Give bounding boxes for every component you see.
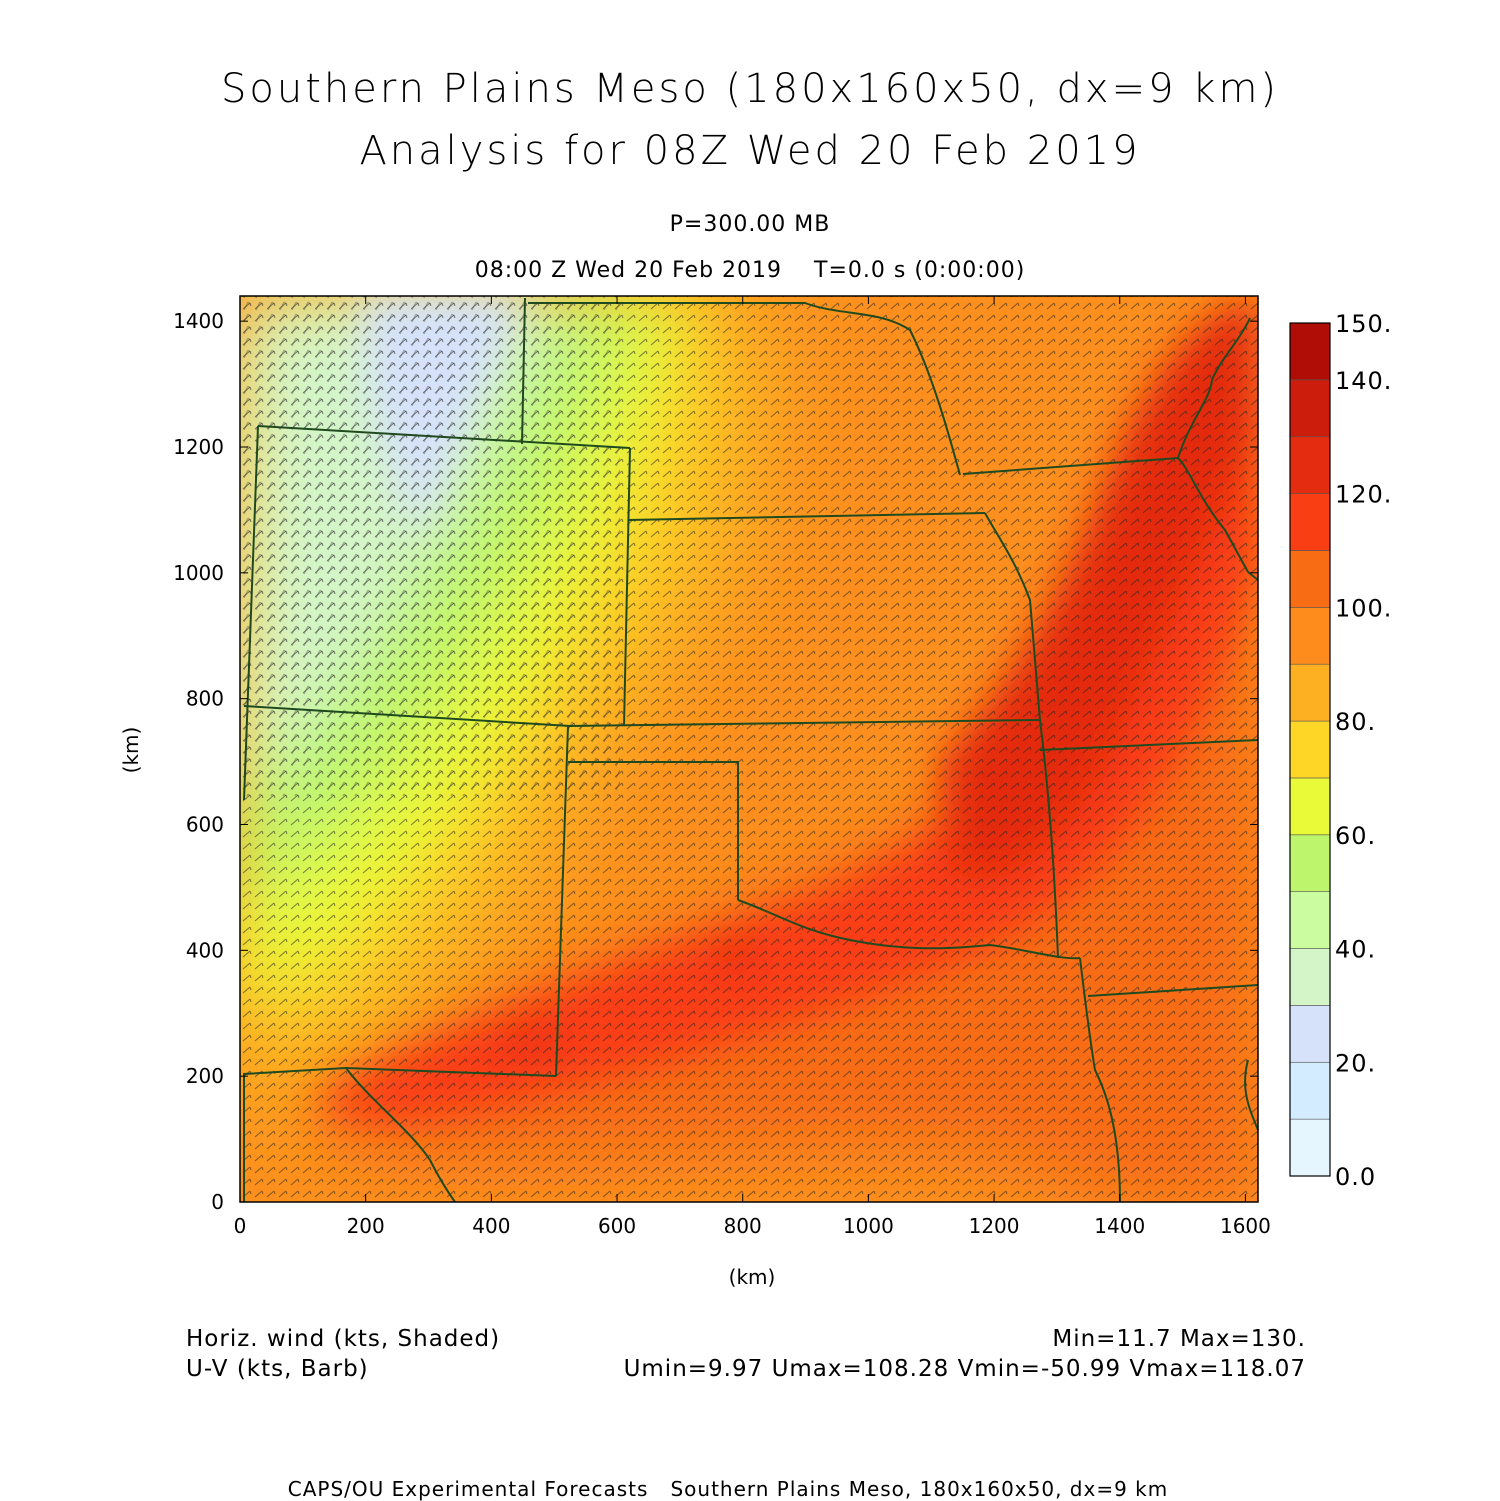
colorbar-tick-label: 80. <box>1335 708 1376 736</box>
state-border-texas-panhandle-east <box>555 725 569 1077</box>
colorbar-tick-label: 40. <box>1335 936 1376 964</box>
state-border-colorado-north <box>257 425 631 449</box>
pressure-level-label: P=300.00 MB <box>669 212 831 237</box>
state-border-rio-grande <box>345 1067 456 1203</box>
state-border-oklahoma-red-river <box>737 899 1081 960</box>
colorbar-tick-label: 120. <box>1335 481 1392 509</box>
y-tick-label: 200 <box>186 1064 224 1088</box>
y-tick-label: 1400 <box>173 309 224 333</box>
colorbar-swatch <box>1289 777 1331 836</box>
state-border-kansas-south <box>569 719 1041 727</box>
colorbar-swatch <box>1289 379 1331 438</box>
legend-barb-field: U-V (kts, Barb) <box>186 1356 369 1382</box>
state-border-colorado-south <box>243 705 571 727</box>
x-tick-label: 0 <box>234 1214 247 1238</box>
x-tick-label: 1000 <box>843 1214 894 1238</box>
plot-title-line2: Analysis for 08Z Wed 20 Feb 2019 <box>359 128 1141 174</box>
state-border-missouri-oklahoma <box>1039 719 1059 959</box>
colorbar-swatch <box>1289 891 1331 949</box>
y-axis: 0 200 400 600 800 1000 1200 1400 <box>173 309 1258 1214</box>
state-border-missouri-east <box>1247 571 1259 581</box>
state-boundaries <box>243 297 1259 1203</box>
x-tick-label: 600 <box>598 1214 636 1238</box>
colorbar-swatch <box>1289 607 1331 665</box>
x-tick-label: 1200 <box>969 1214 1020 1238</box>
y-tick-label: 400 <box>186 938 224 962</box>
x-tick-label: 200 <box>347 1214 385 1238</box>
plot-title-line1: Southern Plains Meso (180x160x50, dx=9 k… <box>220 66 1280 112</box>
colorbar-swatch <box>1289 322 1331 381</box>
colorbar-swatch <box>1289 1005 1331 1063</box>
state-border-kansas-north <box>627 512 986 521</box>
colorbar-tick-label: 60. <box>1335 822 1376 850</box>
footer-credit: CAPS/OU Experimental Forecasts Southern … <box>287 1477 1169 1501</box>
plot-frame <box>239 295 1259 1203</box>
x-tick-label: 1400 <box>1094 1214 1145 1238</box>
state-border-oklahoma-north <box>1039 739 1259 751</box>
x-tick-label: 800 <box>724 1214 762 1238</box>
colorbar-swatch <box>1289 663 1331 722</box>
legend-min-max: Min=11.7 Max=130. <box>1052 1326 1306 1352</box>
colorbar-tick-label: 0.0 <box>1335 1163 1376 1191</box>
state-border-oklahoma-panhandle <box>568 761 739 900</box>
colorbar-swatch <box>1289 720 1331 779</box>
colorbar-frame <box>1289 322 1331 1177</box>
wind-speed-field <box>240 296 1258 1202</box>
state-border-colorado-west <box>243 425 259 801</box>
colorbar: 0.0 20. 40. 60. 80. 100. 120. 140. 150. <box>1289 310 1392 1191</box>
x-tick-label: 400 <box>472 1214 510 1238</box>
state-border-texas-new-mexico <box>243 1066 557 1202</box>
colorbar-swatch <box>1289 1061 1331 1120</box>
x-tick-label: 1600 <box>1220 1214 1271 1238</box>
legend-component-stats: Umin=9.97 Umax=108.28 Vmin=-50.99 Vmax=1… <box>624 1356 1306 1382</box>
state-border-arkansas-north <box>1087 984 1259 997</box>
y-tick-label: 0 <box>211 1190 224 1214</box>
valid-time-label: 08:00 Z Wed 20 Feb 2019 T=0.0 s (0:00:00… <box>474 258 1026 283</box>
colorbar-tick-label: 100. <box>1335 594 1392 622</box>
y-tick-label: 1000 <box>173 561 224 585</box>
colorbar-tick-label: 20. <box>1335 1049 1376 1077</box>
colorbar-tick-label: 140. <box>1335 367 1392 395</box>
y-axis-label: (km) <box>119 727 143 774</box>
colorbar-swatch <box>1289 834 1331 892</box>
state-border-kansas-east <box>984 512 1041 721</box>
state-border-iowa-east <box>1177 317 1251 459</box>
state-border-colorado-east <box>623 447 631 727</box>
legend-shaded-field: Horiz. wind (kts, Shaded) <box>186 1326 500 1352</box>
x-axis-label: (km) <box>729 1265 776 1289</box>
state-border-nebraska-south <box>528 302 961 476</box>
state-border-arkansas-texas <box>1079 957 1121 1203</box>
state-border-iowa-south <box>962 456 1249 573</box>
y-tick-label: 1200 <box>173 435 224 459</box>
colorbar-swatch <box>1289 550 1331 608</box>
colorbar-swatch <box>1289 948 1331 1006</box>
y-tick-label: 600 <box>186 813 224 837</box>
state-border-mississippi <box>1244 1059 1259 1131</box>
x-axis: 0 200 400 600 800 1000 1200 1400 1600 <box>234 296 1271 1238</box>
colorbar-tick-label: 150. <box>1335 310 1392 338</box>
state-border-wyoming-nebraska <box>521 297 526 445</box>
colorbar-swatch <box>1289 493 1331 551</box>
y-tick-label: 800 <box>186 687 224 711</box>
colorbar-swatch <box>1289 436 1331 494</box>
colorbar-swatch <box>1289 1118 1331 1177</box>
